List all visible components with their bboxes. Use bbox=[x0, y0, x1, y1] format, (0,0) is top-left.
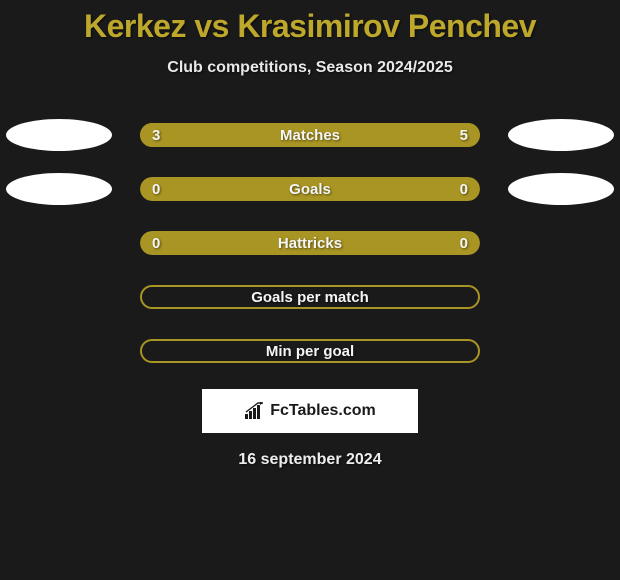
stat-row: Goals per match bbox=[0, 281, 620, 313]
player-ellipse-right bbox=[508, 119, 614, 151]
stat-row: Goals0 0 bbox=[0, 173, 620, 205]
player-ellipse-right bbox=[508, 173, 614, 205]
stat-rows: Matches35Goals00Hattricks00Goals per mat… bbox=[0, 119, 620, 367]
stat-bar: Goals0 0 bbox=[140, 177, 480, 201]
page-title: Kerkez vs Krasimirov Penchev bbox=[0, 8, 620, 45]
stat-value-left: 3 bbox=[152, 127, 160, 144]
stat-label: Goals bbox=[140, 181, 480, 198]
stat-bar: Hattricks0 0 bbox=[140, 231, 480, 255]
stat-value-right: 0 bbox=[460, 181, 468, 198]
brand-box[interactable]: FcTables.com bbox=[202, 389, 418, 433]
brand-label: FcTables.com bbox=[244, 402, 376, 420]
subtitle: Club competitions, Season 2024/2025 bbox=[0, 59, 620, 77]
stat-value-left: 0 bbox=[152, 235, 160, 252]
comparison-widget: Kerkez vs Krasimirov Penchev Club compet… bbox=[0, 0, 620, 469]
stat-row: Matches3 5 bbox=[0, 119, 620, 151]
stat-label: Goals per match bbox=[142, 289, 478, 306]
date-label: 16 september 2024 bbox=[0, 451, 620, 469]
stat-label: Min per goal bbox=[142, 343, 478, 360]
stat-bar: Min per goal bbox=[140, 339, 480, 363]
stat-value-left: 0 bbox=[152, 181, 160, 198]
stat-bar: Matches3 5 bbox=[140, 123, 480, 147]
stat-label: Hattricks bbox=[140, 235, 480, 252]
stat-row: Min per goal bbox=[0, 335, 620, 367]
stat-label: Matches bbox=[140, 127, 480, 144]
brand-text: FcTables.com bbox=[270, 402, 376, 420]
stat-row: Hattricks0 0 bbox=[0, 227, 620, 259]
stat-value-right: 0 bbox=[460, 235, 468, 252]
stat-bar: Goals per match bbox=[140, 285, 480, 309]
player-ellipse-left bbox=[6, 119, 112, 151]
player-ellipse-left bbox=[6, 173, 112, 205]
bars-icon bbox=[244, 402, 266, 420]
stat-value-right: 5 bbox=[460, 127, 468, 144]
